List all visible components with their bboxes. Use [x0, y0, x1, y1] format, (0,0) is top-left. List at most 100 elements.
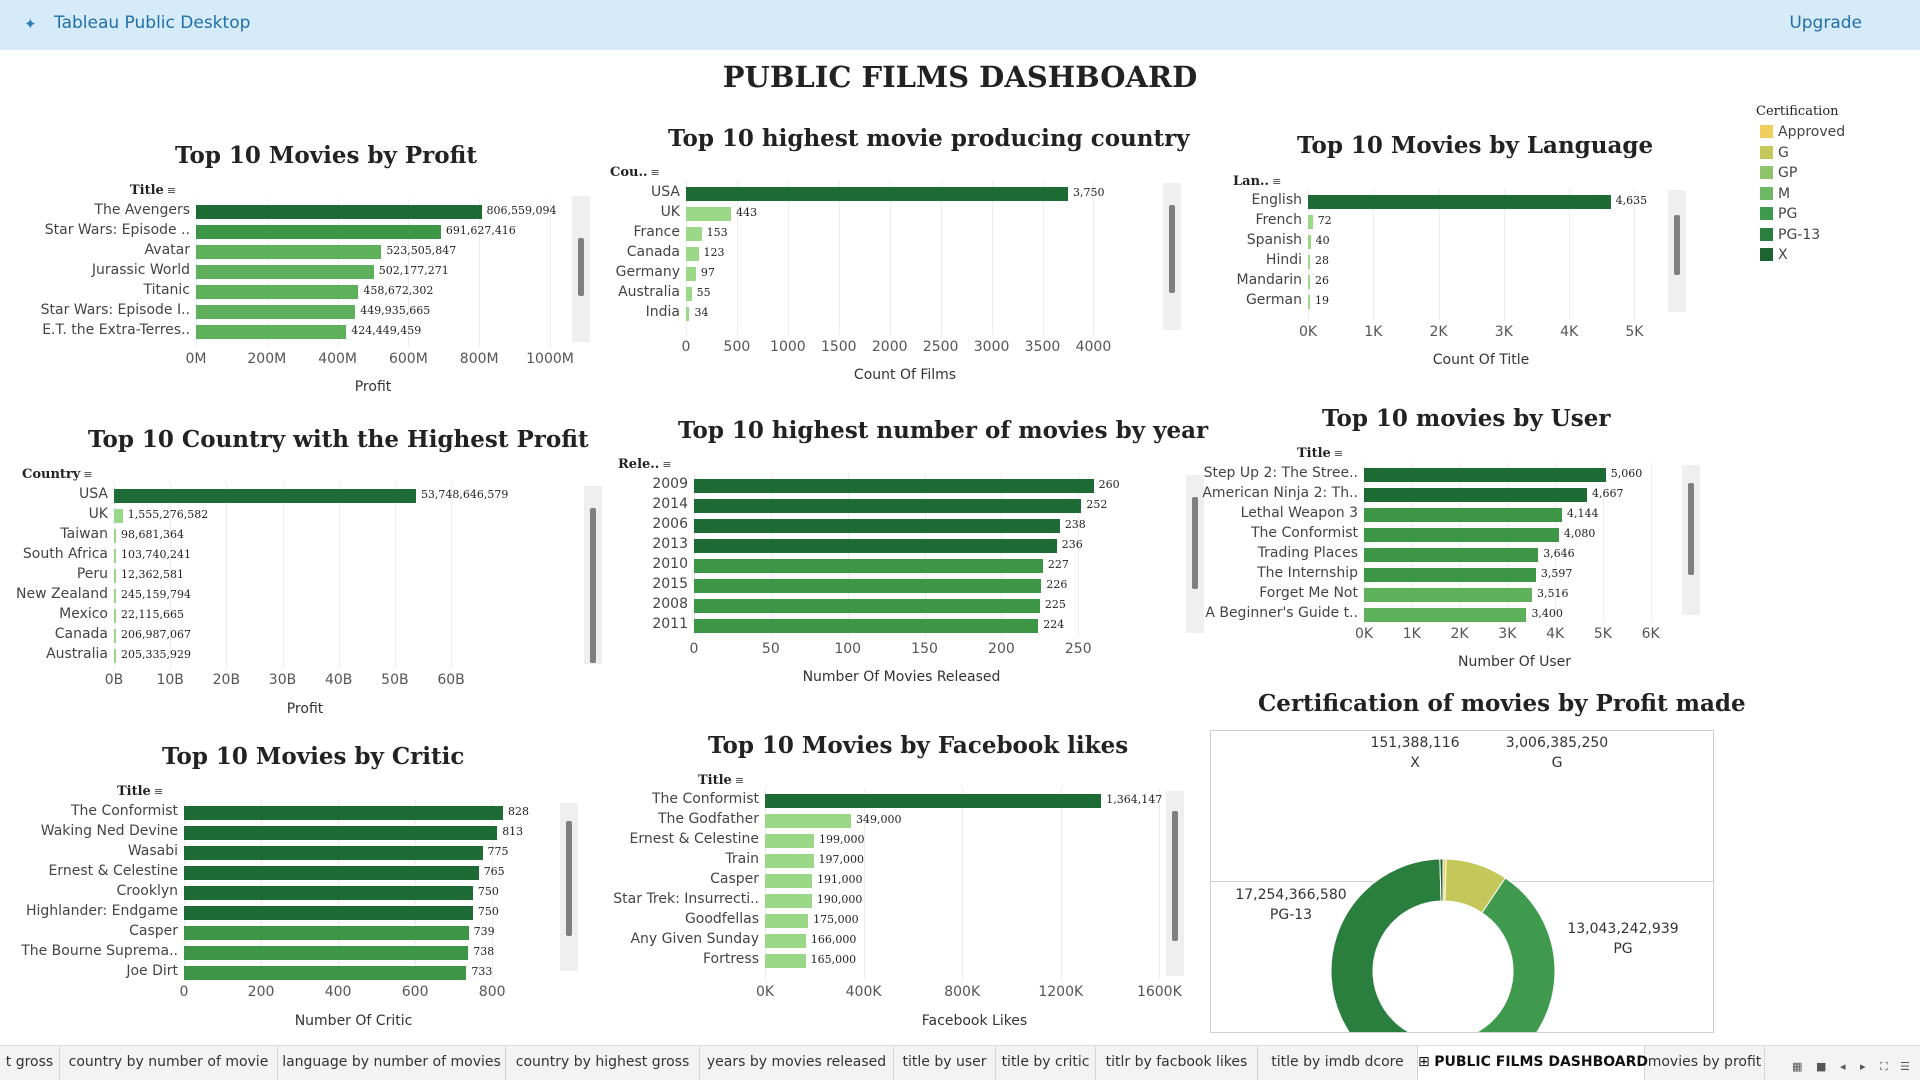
- bar-row[interactable]: Casper 739: [129, 923, 523, 941]
- bar[interactable]: [765, 834, 815, 848]
- bar[interactable]: [114, 629, 116, 643]
- tab-next-icon[interactable]: ▸: [1860, 1060, 1866, 1073]
- bar[interactable]: [196, 265, 374, 279]
- bar-row[interactable]: Lethal Weapon 3 4,144: [1241, 505, 1665, 523]
- sort-icon[interactable]: ≡: [153, 785, 164, 798]
- legend-item[interactable]: G: [1760, 145, 1789, 163]
- scrollbar-thumb[interactable]: [590, 508, 596, 663]
- bar-row[interactable]: Fortress 165,000: [703, 951, 1184, 969]
- bar[interactable]: [694, 579, 1042, 593]
- bar-row[interactable]: English 4,635: [1251, 192, 1654, 210]
- bar[interactable]: [196, 225, 441, 239]
- bar[interactable]: [686, 247, 699, 261]
- bar[interactable]: [184, 906, 473, 920]
- bar-row[interactable]: Wasabi 775: [128, 843, 523, 861]
- bar-row[interactable]: 2008 225: [652, 596, 1109, 614]
- bar-row[interactable]: Germany 97: [616, 264, 1124, 282]
- bar[interactable]: [1364, 568, 1536, 582]
- bar[interactable]: [184, 946, 469, 960]
- bar-row[interactable]: Crooklyn 750: [116, 883, 523, 901]
- bar[interactable]: [694, 599, 1040, 613]
- legend-item[interactable]: GP: [1760, 165, 1797, 183]
- sort-icon[interactable]: ≡: [662, 458, 672, 471]
- legend-item[interactable]: M: [1760, 186, 1790, 204]
- bar-row[interactable]: Trading Places 3,646: [1258, 545, 1665, 563]
- legend-item[interactable]: PG: [1760, 206, 1797, 224]
- bar[interactable]: [1364, 468, 1606, 482]
- bar[interactable]: [686, 227, 702, 241]
- bar[interactable]: [1364, 508, 1562, 522]
- scrollbar[interactable]: [1186, 475, 1204, 633]
- bar-row[interactable]: USA 3,750: [651, 184, 1124, 202]
- bar[interactable]: [765, 894, 812, 908]
- bar-row[interactable]: The Bourne Suprema.. 738: [21, 943, 523, 961]
- bar-row[interactable]: Joe Dirt 733: [126, 963, 523, 981]
- bar-row[interactable]: French 72: [1255, 212, 1654, 230]
- scrollbar-thumb[interactable]: [1169, 205, 1175, 293]
- donut-slice-pg-13[interactable]: [1330, 858, 1456, 1032]
- bar-row[interactable]: South Africa 103,740,241: [23, 546, 496, 564]
- sheet-tab[interactable]: title by critic: [996, 1046, 1096, 1080]
- bar[interactable]: [1308, 295, 1310, 309]
- bar[interactable]: [114, 549, 116, 563]
- scrollbar-thumb[interactable]: [578, 238, 584, 296]
- bar[interactable]: [765, 794, 1102, 808]
- bar-row[interactable]: Casper 191,000: [710, 871, 1184, 889]
- bar-row[interactable]: German 19: [1246, 292, 1654, 310]
- bar[interactable]: [686, 267, 696, 281]
- sort-icon[interactable]: ≡: [1333, 447, 1344, 460]
- sheet-tab[interactable]: title by user: [894, 1046, 996, 1080]
- bar[interactable]: [184, 846, 483, 860]
- bar-row[interactable]: E.T. the Extra-Terres.. 424,449,459: [42, 322, 550, 340]
- bar[interactable]: [114, 529, 116, 543]
- scrollbar[interactable]: [1668, 190, 1686, 312]
- bar[interactable]: [686, 307, 690, 321]
- scrollbar[interactable]: [1682, 465, 1700, 615]
- show-filmstrip-icon[interactable]: ⛶: [1880, 1060, 1888, 1073]
- sort-icon[interactable]: ≡: [83, 468, 93, 481]
- bar[interactable]: [765, 914, 809, 928]
- tab-prev-icon[interactable]: ◂: [1840, 1060, 1846, 1073]
- bar-row[interactable]: Titanic 458,672,302: [143, 282, 550, 300]
- bar-row[interactable]: Ernest & Celestine 199,000: [630, 831, 1184, 849]
- sort-icon[interactable]: ≡: [650, 166, 660, 179]
- bar[interactable]: [114, 489, 416, 503]
- sheet-tab[interactable]: country by highest gross: [506, 1046, 700, 1080]
- bar-row[interactable]: The Conformist 828: [71, 803, 529, 821]
- bar[interactable]: [114, 569, 116, 583]
- bar[interactable]: [694, 519, 1060, 533]
- sheet-tab[interactable]: years by movies released: [700, 1046, 894, 1080]
- bar[interactable]: [196, 245, 382, 259]
- bar[interactable]: [686, 287, 692, 301]
- bar[interactable]: [114, 609, 116, 623]
- bar-row[interactable]: Spanish 40: [1247, 232, 1654, 250]
- bar[interactable]: [765, 814, 852, 828]
- legend-item[interactable]: PG-13: [1760, 227, 1820, 245]
- bar-row[interactable]: 2014 252: [652, 496, 1109, 514]
- bar[interactable]: [1364, 528, 1559, 542]
- bar[interactable]: [765, 954, 806, 968]
- scrollbar-thumb[interactable]: [1192, 497, 1198, 589]
- bar-row[interactable]: Avatar 523,505,847: [145, 242, 550, 260]
- bar-row[interactable]: Step Up 2: The Stree.. 5,060: [1204, 465, 1665, 483]
- sort-icon[interactable]: ≡: [734, 774, 745, 787]
- sort-icon[interactable]: ≡: [1272, 175, 1282, 188]
- scrollbar[interactable]: [1163, 183, 1181, 330]
- bar[interactable]: [1308, 215, 1313, 229]
- bar-row[interactable]: The Godfather 349,000: [658, 811, 1184, 829]
- sheet-tab[interactable]: ⊞ PUBLIC FILMS DASHBOARD: [1418, 1046, 1648, 1080]
- bar[interactable]: [196, 205, 482, 219]
- bar[interactable]: [184, 886, 473, 900]
- bar-row[interactable]: Mandarin 26: [1236, 272, 1654, 290]
- bar[interactable]: [694, 559, 1043, 573]
- bar-row[interactable]: UK 443: [661, 204, 1124, 222]
- bar[interactable]: [196, 285, 359, 299]
- scrollbar[interactable]: [572, 196, 590, 342]
- bar-row[interactable]: Star Wars: Episode I.. 449,935,665: [41, 302, 550, 320]
- bar-row[interactable]: Forget Me Not 3,516: [1259, 585, 1665, 603]
- bar-row[interactable]: Ernest & Celestine 765: [49, 863, 523, 881]
- scrollbar-thumb[interactable]: [1674, 215, 1680, 275]
- bar[interactable]: [1308, 195, 1611, 209]
- bar-row[interactable]: Canada 206,987,067: [55, 626, 496, 644]
- bar-row[interactable]: Taiwan 98,681,364: [60, 526, 496, 544]
